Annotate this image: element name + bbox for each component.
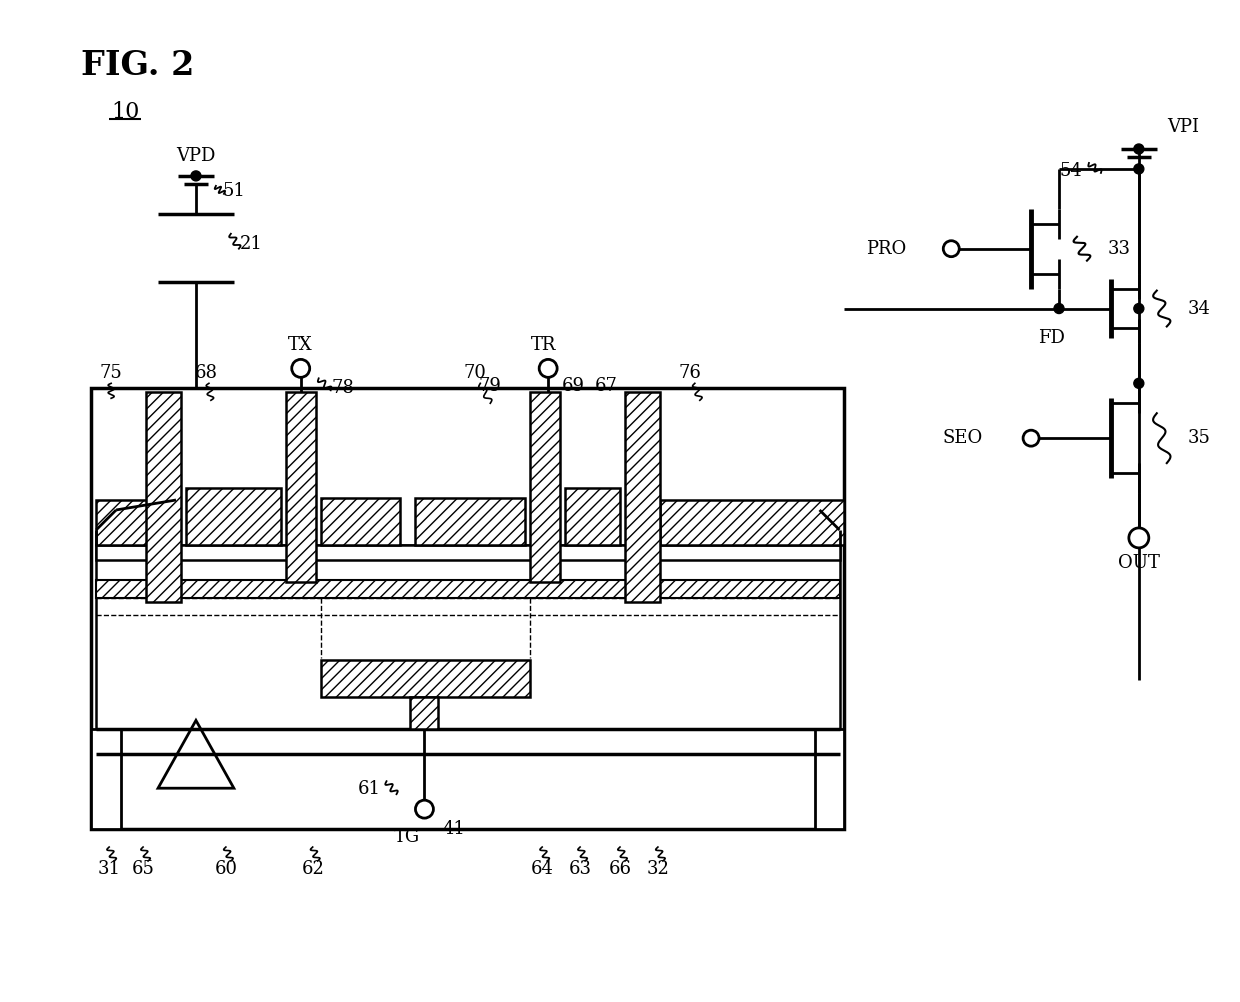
Text: SEO: SEO [942, 429, 983, 447]
Text: 68: 68 [195, 365, 217, 383]
Text: 62: 62 [301, 860, 324, 878]
Bar [97, 580, 839, 598]
Text: 66: 66 [609, 860, 631, 878]
Bar [146, 393, 181, 602]
Circle shape [1133, 379, 1143, 389]
Text: 35: 35 [1187, 429, 1210, 447]
Text: TR: TR [531, 337, 556, 355]
Bar [92, 729, 122, 829]
Text: 67: 67 [595, 378, 618, 396]
Circle shape [1133, 144, 1143, 154]
Circle shape [1133, 164, 1143, 174]
Circle shape [1133, 304, 1143, 314]
Text: FD: FD [1038, 330, 1064, 348]
Circle shape [415, 801, 434, 818]
Text: VPD: VPD [176, 147, 216, 165]
Circle shape [944, 240, 960, 257]
Text: PRO: PRO [866, 239, 906, 258]
Text: 60: 60 [215, 860, 237, 878]
Text: 54: 54 [1060, 162, 1083, 180]
Text: 75: 75 [99, 365, 123, 383]
Bar [186, 488, 280, 545]
Bar [815, 729, 844, 829]
Bar [625, 393, 660, 602]
Bar [97, 500, 176, 545]
Bar [97, 545, 839, 560]
Bar [92, 389, 844, 829]
Text: 34: 34 [1187, 300, 1210, 318]
Text: 69: 69 [562, 378, 584, 396]
Bar [321, 498, 401, 545]
Bar [321, 659, 531, 697]
Text: TX: TX [289, 337, 312, 355]
Bar [565, 488, 620, 545]
Text: 33: 33 [1107, 239, 1131, 258]
Circle shape [1054, 304, 1064, 314]
Text: OUT: OUT [1118, 554, 1159, 572]
Bar [410, 697, 439, 729]
Bar [285, 393, 316, 582]
Text: 65: 65 [131, 860, 155, 878]
Bar [660, 500, 844, 545]
Text: 61: 61 [358, 781, 381, 799]
Text: 41: 41 [443, 820, 466, 838]
Text: 78: 78 [331, 380, 355, 398]
Circle shape [191, 171, 201, 181]
Text: 63: 63 [569, 860, 591, 878]
Text: TG: TG [393, 828, 419, 846]
Bar [97, 545, 839, 729]
Text: 79: 79 [479, 378, 502, 396]
Text: 10: 10 [112, 101, 140, 123]
Text: 51: 51 [222, 181, 246, 199]
Text: 31: 31 [98, 860, 120, 878]
Circle shape [291, 360, 310, 378]
Bar [415, 498, 526, 545]
Text: VPI: VPI [1167, 118, 1199, 136]
Text: FIG. 2: FIG. 2 [81, 49, 195, 82]
Circle shape [1128, 528, 1148, 548]
Text: 70: 70 [464, 365, 487, 383]
Text: 32: 32 [646, 860, 670, 878]
Circle shape [1023, 430, 1039, 446]
Text: 21: 21 [239, 234, 263, 253]
Text: 64: 64 [531, 860, 553, 878]
Text: 76: 76 [678, 365, 702, 383]
Circle shape [539, 360, 557, 378]
Bar [531, 393, 560, 582]
